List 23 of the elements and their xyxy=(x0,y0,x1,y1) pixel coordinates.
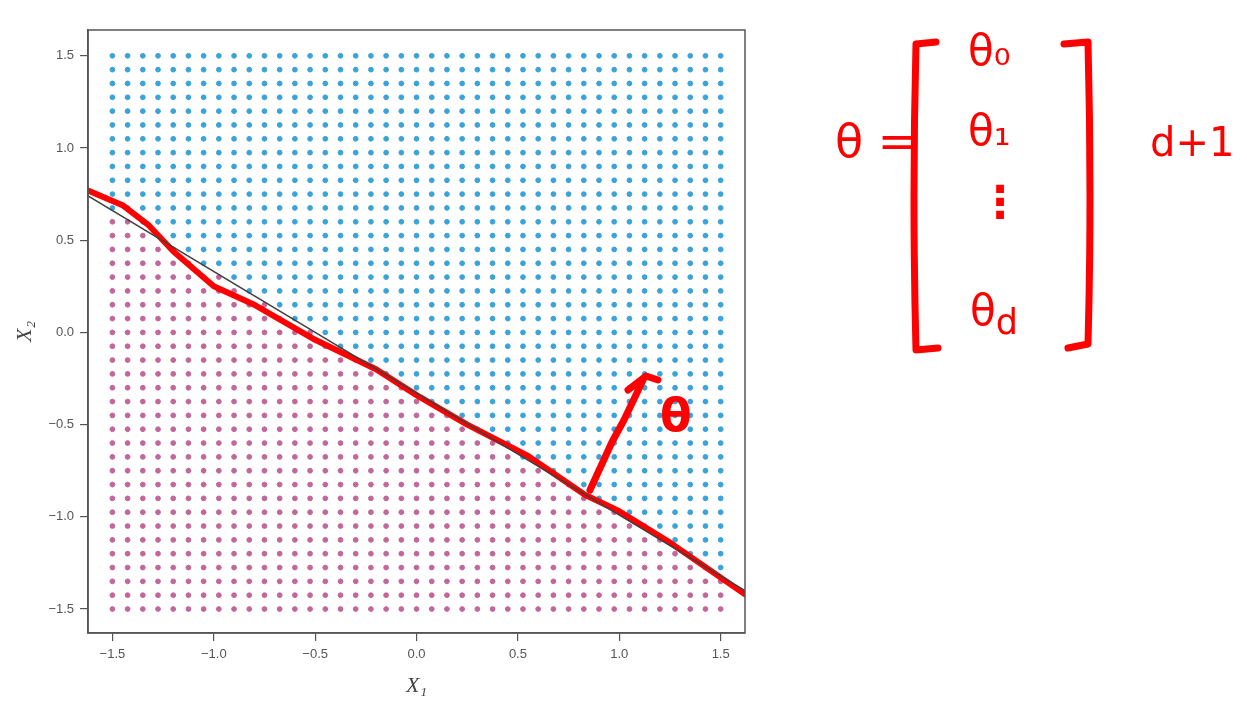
y-tick-label: −0.5 xyxy=(48,416,75,432)
text: ⋮ xyxy=(978,176,1022,227)
x-tick-label: 1.0 xyxy=(610,646,629,662)
y-tick-label: 0.0 xyxy=(55,324,75,339)
annotation: θ xyxy=(660,388,692,442)
x-tick-label: −1.5 xyxy=(99,646,126,662)
y-tick-label: 0.5 xyxy=(55,231,75,247)
x-axis-title: X₁ xyxy=(404,671,428,697)
text: θ₀ xyxy=(968,26,1011,75)
text: θ₁ xyxy=(968,106,1011,155)
y-tick-label: −1.0 xyxy=(48,508,75,524)
y-tick-label: −1.5 xyxy=(48,600,75,616)
x-tick-label: 0.5 xyxy=(508,646,527,662)
y-tick-label: 1.0 xyxy=(55,139,75,155)
text: d+1 xyxy=(1150,119,1235,165)
text: θ$_{d}$ xyxy=(970,286,1018,343)
x-tick-label: −0.5 xyxy=(302,646,328,662)
y-tick-label: 1.5 xyxy=(55,47,75,63)
x-tick-label: 1.5 xyxy=(711,646,730,662)
x-tick-label: −1.0 xyxy=(200,646,227,662)
text: θ = xyxy=(835,114,917,168)
x-tick-label: 0.0 xyxy=(407,646,426,662)
y-axis-title: X₂ xyxy=(10,320,36,344)
